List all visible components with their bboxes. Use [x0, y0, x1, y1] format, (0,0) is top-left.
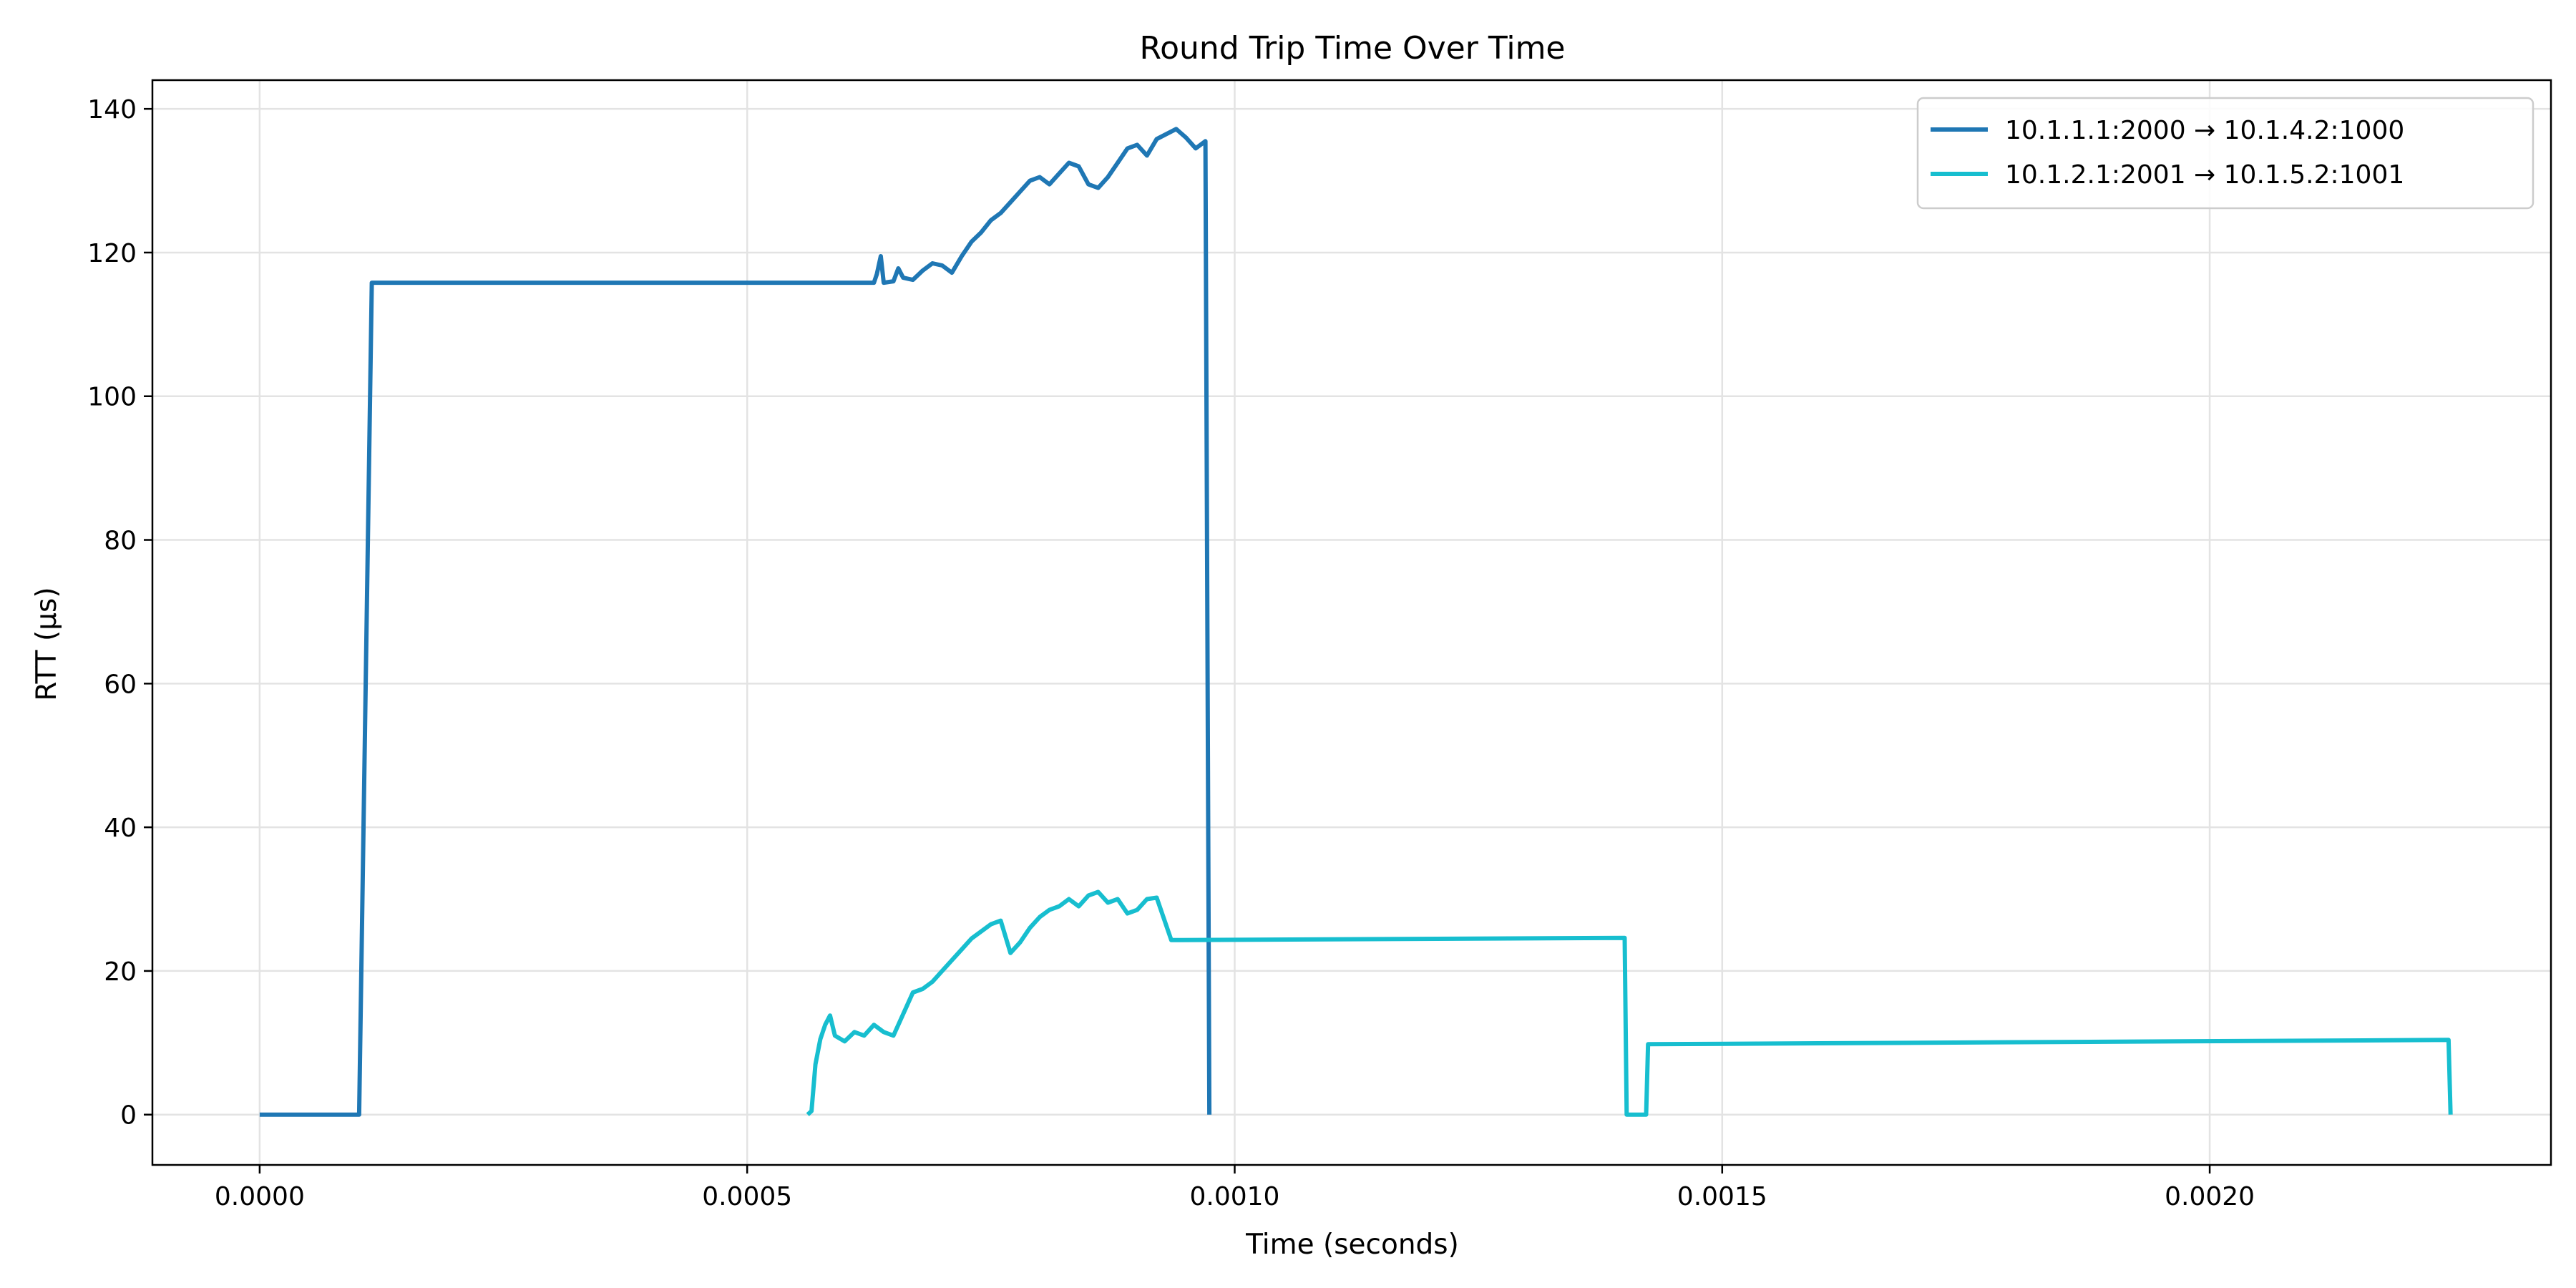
grid [152, 80, 2551, 1165]
y-tick-label: 0 [120, 1101, 137, 1131]
y-tick-label: 40 [104, 814, 137, 843]
x-axis-label: Time (seconds) [1245, 1229, 1459, 1261]
y-tick-label: 20 [104, 957, 137, 987]
legend-box [1916, 97, 2534, 210]
legend-label-1: 10.1.1.1:2000 → 10.1.4.2:1000 [2005, 116, 2404, 145]
chart-title: Round Trip Time Over Time [1139, 30, 1565, 67]
y-tick-label: 80 [104, 527, 137, 556]
legend-label-2: 10.1.2.1:2001 → 10.1.5.2:1001 [2005, 160, 2404, 190]
x-tick-label: 0.0020 [2165, 1182, 2255, 1211]
y-tick-label: 120 [87, 239, 137, 268]
series-line-2 [806, 889, 2453, 1117]
y-axis-label: RTT (µs) [31, 587, 63, 701]
y-tick-label: 140 [87, 95, 137, 125]
x-tick-label: 0.0000 [215, 1182, 305, 1211]
series-lines [259, 127, 2453, 1117]
x-tick-label: 0.0005 [702, 1182, 792, 1211]
plot-area-frame [151, 79, 2552, 1166]
x-tick-label: 0.0010 [1190, 1182, 1280, 1211]
y-tick-label: 100 [87, 383, 137, 412]
y-axis-ticks: 0 20 40 60 80 100 120 140 [87, 95, 152, 1131]
legend: 10.1.1.1:2000 → 10.1.4.2:1000 10.1.2.1:20… [1916, 97, 2534, 210]
x-tick-label: 0.0015 [1677, 1182, 1767, 1211]
x-axis-ticks: 0.0000 0.0005 0.0010 0.0015 0.0020 [215, 1165, 2255, 1211]
y-tick-label: 60 [104, 670, 137, 699]
series-line-1 [259, 127, 1212, 1117]
